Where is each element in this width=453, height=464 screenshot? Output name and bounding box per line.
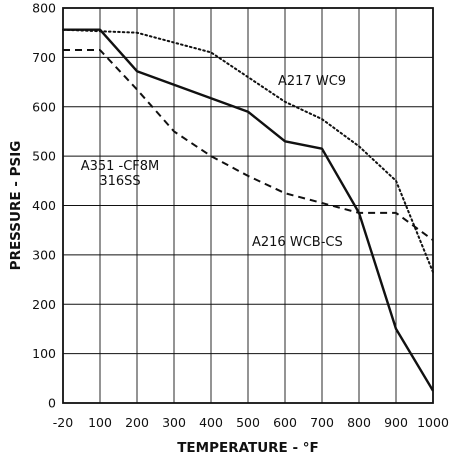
series-label-line: A351 -CF8M [81, 159, 160, 174]
series-label-line: 316SS [99, 174, 140, 189]
y-tick-label: 400 [32, 198, 56, 213]
series-label: A351 -CF8M 316SS [81, 159, 160, 189]
plot-frame [62, 7, 434, 404]
x-tick-label: 300 [162, 415, 186, 430]
series-label-line: A217 WC9 [278, 74, 346, 89]
y-tick-label: 0 [48, 396, 56, 411]
series-label-line: A216 WCB-CS [252, 235, 343, 250]
y-tick-label: 500 [32, 149, 56, 164]
y-axis-title: PRESSURE - PSIG [8, 141, 24, 271]
x-tick-label: 100 [88, 415, 112, 430]
y-tick-label: 100 [32, 346, 56, 361]
y-tick-label: 200 [32, 297, 56, 312]
series-label: A216 WCB-CS [252, 235, 343, 250]
x-tick-label: 900 [384, 415, 408, 430]
y-tick-label: 700 [32, 50, 56, 65]
y-tick-label: 300 [32, 247, 56, 262]
y-tick-label: 600 [32, 99, 56, 114]
x-tick-label: 200 [125, 415, 149, 430]
x-axis-title: TEMPERATURE - °F [177, 440, 319, 456]
x-tick-label: -20 [53, 415, 73, 430]
x-tick-label: 500 [236, 415, 260, 430]
x-tick-label: 400 [199, 415, 223, 430]
series-line-solid [63, 28, 435, 392]
series-line-dashed [63, 49, 434, 241]
x-tick-label: 1000 [417, 415, 449, 430]
y-tick-label: 800 [32, 1, 56, 16]
x-tick-label: 600 [273, 415, 297, 430]
x-tick-label: 800 [347, 415, 371, 430]
x-tick-label: 700 [310, 415, 334, 430]
series-line-dotted [62, 28, 434, 274]
series-label: A217 WC9 [278, 74, 346, 89]
